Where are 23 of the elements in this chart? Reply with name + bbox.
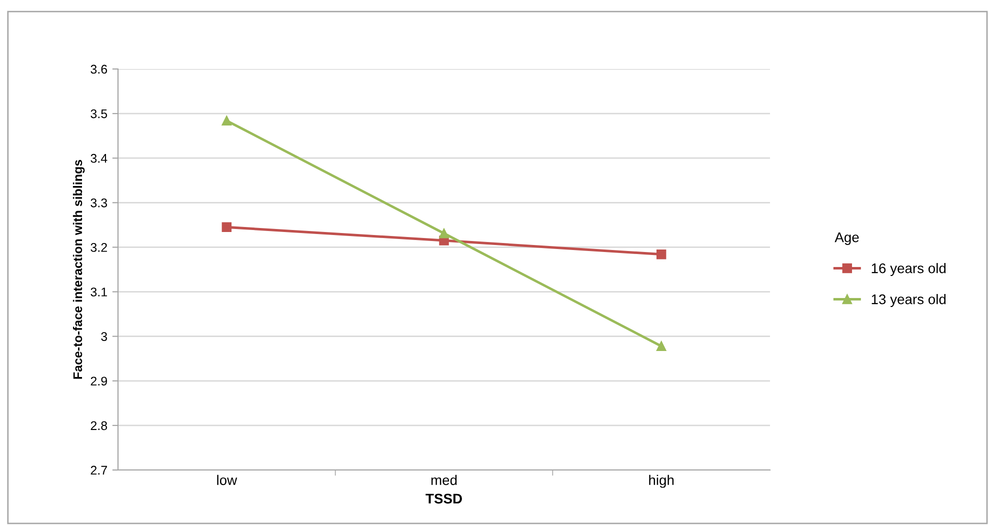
x-tick-label: med xyxy=(431,474,457,486)
y-tick-label: 2.7 xyxy=(90,466,107,475)
legend-title: Age xyxy=(834,232,859,245)
y-tick-label: 3.2 xyxy=(90,243,107,252)
y-tick-label: 3.6 xyxy=(90,64,108,74)
x-tick-label: high xyxy=(649,474,674,488)
legend-label: 16 years old xyxy=(872,263,946,276)
x-tick-label: low xyxy=(217,474,238,486)
x-axis-title: TSSD xyxy=(426,494,462,504)
point xyxy=(222,222,232,232)
y-tick-label: 3.4 xyxy=(90,154,108,163)
y-tick-label: 2.8 xyxy=(90,421,108,430)
y-tick-label: 3.3 xyxy=(90,198,108,208)
point xyxy=(222,116,232,126)
y-tick-label: 3.5 xyxy=(90,109,108,118)
y-tick-label: 3.1 xyxy=(90,288,107,296)
point xyxy=(656,341,666,351)
point xyxy=(439,228,449,238)
point xyxy=(656,249,666,260)
y-axis-title: Face-to-face interaction with siblings xyxy=(72,160,85,379)
y-tick-label: 3 xyxy=(101,332,108,341)
legend-label: 13 years old xyxy=(872,294,946,307)
y-tick-label: 2.9 xyxy=(90,376,107,386)
